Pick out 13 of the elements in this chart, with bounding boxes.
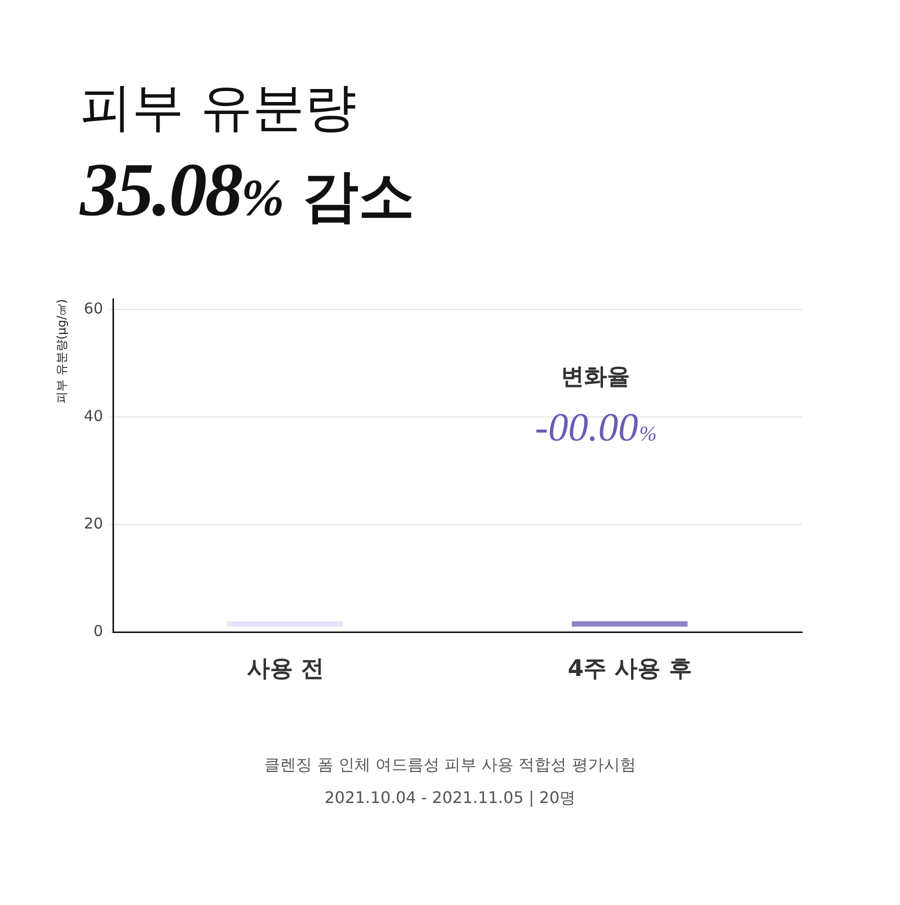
text: 클렌징 폼 인체 여드름성 피부 사용 적합성 평가시험	[263, 754, 637, 776]
y-tick-label: 40	[84, 407, 103, 426]
text: 2021.10.04 - 2021.11.05 | 20명	[323, 787, 577, 809]
chart-title: 피부 유분량	[80, 77, 357, 140]
y-axis-title: 피부 유분량(μg/㎠)	[54, 299, 68, 404]
x-tick-label: 4주 사용 후	[568, 656, 692, 682]
chart-subtitle: 35.08% 감소	[80, 148, 414, 232]
annotation: 변화율	[560, 364, 630, 390]
y-tick-label: 0	[93, 622, 103, 640]
x-tick-label: 사용 전	[246, 656, 324, 682]
annotation: -00.00%	[534, 404, 657, 450]
y-tick-label: 60	[84, 300, 103, 318]
y-tick-label: 20	[84, 514, 103, 532]
